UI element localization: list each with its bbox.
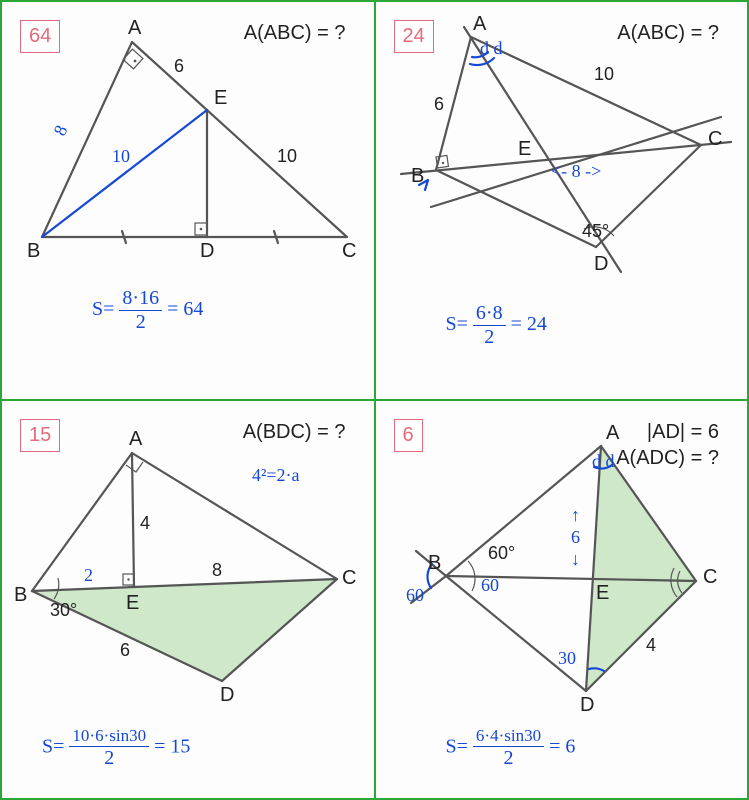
problem-cell-4: 6 |AD| = 6 A(ADC) = ? [375,400,749,799]
handwork-3: S= 10·6·sin30 2 = 15 [42,726,190,770]
ang-B: 30° [50,600,77,620]
len-AB: 6 [434,94,444,114]
label-D: D [594,253,608,275]
ang-D: 45° [582,221,609,241]
figure-2: A B C D E 6 10 45° d d <- 8 -> [376,2,749,400]
label-E: E [214,87,227,109]
len-AE: 4 [140,513,150,533]
problem-cell-1: 64 A(ABC) = ? A B C D E 6 10 [1,1,375,400]
handwork-4: S= 6·4·sin30 2 = 6 [446,726,576,770]
ang-60: 60° [488,543,515,563]
handwork-1: S= 8·16 2 = 64 [92,287,203,334]
label-B: B [14,584,27,606]
label-D: D [200,240,214,262]
ink-ext60: 60 [406,585,424,605]
ink-AB: 8 [49,122,71,139]
problem-cell-3: 15 A(BDC) = ? A B C D E 4 8 [1,400,375,799]
svg-text:6: 6 [571,527,580,547]
label-C: C [708,128,722,150]
ink-angA: d d [480,38,503,58]
label-C: C [342,240,356,262]
ink-EC: <- 8 -> [551,161,601,181]
len-DC: 4 [646,635,656,655]
label-E: E [126,592,139,614]
label-A: A [129,428,143,450]
ink-angA: d d [592,451,615,471]
len-AE: 6 [174,56,184,76]
len-AC: 10 [594,64,614,84]
problem-cell-2: 24 A(ABC) = ? A B C D [375,1,749,400]
label-A: A [128,17,142,39]
handwork-2: S= 6·8 2 = 24 [446,302,547,349]
label-B: B [411,165,424,187]
ink-30: 30 [558,648,576,668]
ink-AE: ↑ [571,505,580,525]
ink-BE: 2 [84,565,93,585]
label-D: D [580,694,594,716]
len-BD: 6 [120,640,130,660]
label-A: A [606,422,620,444]
label-E: E [518,138,531,160]
label-C: C [703,566,717,588]
label-B: B [428,552,441,574]
label-B: B [27,240,40,262]
label-A: A [473,13,487,35]
len-EC: 8 [212,560,222,580]
len-EC: 10 [277,146,297,166]
ink-int60: 60 [481,575,499,595]
figure-1: A B C D E 6 10 8 10 [2,2,375,400]
label-E: E [596,582,609,604]
worksheet-grid: 64 A(ABC) = ? A B C D E 6 10 [0,0,749,800]
label-C: C [342,567,356,589]
ink-BE: 10 [112,146,130,166]
label-D: D [220,684,234,706]
svg-text:↓: ↓ [571,549,580,569]
ink-note: 4²=2·a [252,465,300,485]
